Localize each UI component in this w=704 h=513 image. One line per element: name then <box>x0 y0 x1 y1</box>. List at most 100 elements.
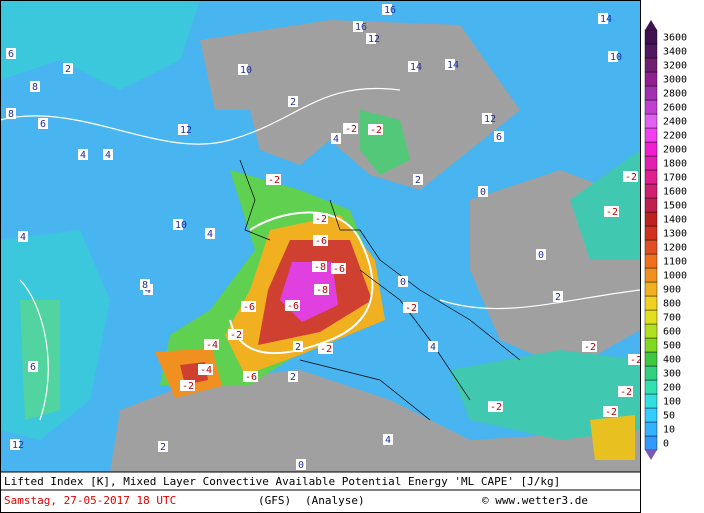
colorbar-band <box>644 239 658 255</box>
field-area <box>570 150 640 260</box>
contour-label: -2 <box>182 381 194 392</box>
contour-label: 4 <box>145 285 151 296</box>
colorbar-label: 1700 <box>663 173 687 184</box>
colorbar-label: 800 <box>663 299 681 310</box>
contour-label: 2 <box>555 292 561 303</box>
colorbar-label: 3000 <box>663 75 687 86</box>
contour-label: 10 <box>610 52 622 63</box>
isoline <box>0 87 401 145</box>
label-box <box>623 171 638 182</box>
label-box <box>331 263 346 274</box>
colorbar-band <box>644 99 658 115</box>
label-box <box>408 61 418 72</box>
colorbar-label: 500 <box>663 341 681 352</box>
label-box <box>478 186 488 197</box>
footer-run: (Analyse) <box>305 494 365 507</box>
label-box <box>28 361 38 372</box>
colorbar-label: 3400 <box>663 47 687 58</box>
colorbar-band <box>644 169 658 185</box>
colorbar-band <box>644 57 658 73</box>
contour-label: -6 <box>245 372 257 383</box>
label-box <box>368 124 383 135</box>
colorbar-band <box>644 379 658 395</box>
contour-label: 6 <box>8 49 14 60</box>
label-box <box>488 401 503 412</box>
label-box <box>413 174 423 185</box>
label-box <box>140 279 150 290</box>
colorbar-label: 700 <box>663 313 681 324</box>
label-box <box>398 276 408 287</box>
contour-label: 16 <box>384 5 396 16</box>
label-box <box>318 343 333 354</box>
contour-label: 2 <box>415 175 421 186</box>
label-box <box>204 339 219 350</box>
footer-date: Samstag, 27-05-2017 18 UTC <box>4 494 176 507</box>
contour-label: 8 <box>32 82 38 93</box>
colorbar-label: 2400 <box>663 117 687 128</box>
contour-label: 6 <box>30 362 36 373</box>
isoline <box>229 211 374 355</box>
label-box <box>6 108 16 119</box>
contour-label: 0 <box>400 277 406 288</box>
contour-label: 4 <box>20 232 26 243</box>
contour-label: 2 <box>65 64 71 75</box>
contour-label: 12 <box>180 125 192 136</box>
contour-label: 2 <box>295 342 301 353</box>
contour-label: 14 <box>410 62 422 73</box>
colorbar-band <box>644 365 658 381</box>
colorbar-label: 50 <box>663 411 675 422</box>
colorbar-band <box>644 113 658 129</box>
colorbar-band <box>644 267 658 283</box>
colorbar-band <box>644 43 658 59</box>
contour-label: 12 <box>484 114 496 125</box>
label-box <box>63 63 73 74</box>
label-box <box>313 213 328 224</box>
contour-label: -2 <box>320 344 332 355</box>
land-masked <box>200 20 520 190</box>
label-box <box>608 51 618 62</box>
contour-label: 12 <box>368 34 380 45</box>
label-box <box>331 133 341 144</box>
contour-label: 2 <box>160 442 166 453</box>
contour-label: 0 <box>538 250 544 261</box>
label-box <box>288 371 298 382</box>
contour-label: -6 <box>287 301 299 312</box>
contour-label: 4 <box>207 229 213 240</box>
border <box>239 159 521 421</box>
colorbar-label: 1100 <box>663 257 687 268</box>
label-box <box>445 59 455 70</box>
colorbar-band <box>644 197 658 213</box>
contour-label: 14 <box>600 14 612 25</box>
field-area <box>20 300 60 420</box>
colorbar-label: 3200 <box>663 61 687 72</box>
footer-title: Lifted Index [K], Mixed Layer Convective… <box>4 475 560 488</box>
contour-label: -2 <box>370 125 382 136</box>
colorbar-band <box>644 323 658 339</box>
label-box <box>6 48 16 59</box>
label-box <box>103 149 113 160</box>
label-box <box>628 354 643 365</box>
colorbar-band <box>644 421 658 437</box>
label-box <box>266 174 281 185</box>
contour-label: 4 <box>105 150 111 161</box>
isoline <box>439 289 641 310</box>
contour-label: 4 <box>333 134 339 145</box>
colorbar-label: 300 <box>663 369 681 380</box>
colorbar-band <box>644 295 658 311</box>
label-box <box>30 81 40 92</box>
contour-label: 2 <box>290 97 296 108</box>
colorbar-label: 1000 <box>663 271 687 282</box>
label-box <box>205 228 215 239</box>
colorbar-band <box>644 281 658 297</box>
label-box <box>598 13 608 24</box>
contour-label: -8 <box>314 262 326 273</box>
contour-label: -2 <box>630 355 642 366</box>
contour-label: -2 <box>315 214 327 225</box>
contour-label: -2 <box>625 172 637 183</box>
contour-label: 4 <box>430 342 436 353</box>
label-box <box>285 300 300 311</box>
contour-label: -4 <box>200 365 212 376</box>
label-box <box>293 341 303 352</box>
colorbar-arrow <box>645 450 657 460</box>
contour-label: 12 <box>12 440 24 451</box>
